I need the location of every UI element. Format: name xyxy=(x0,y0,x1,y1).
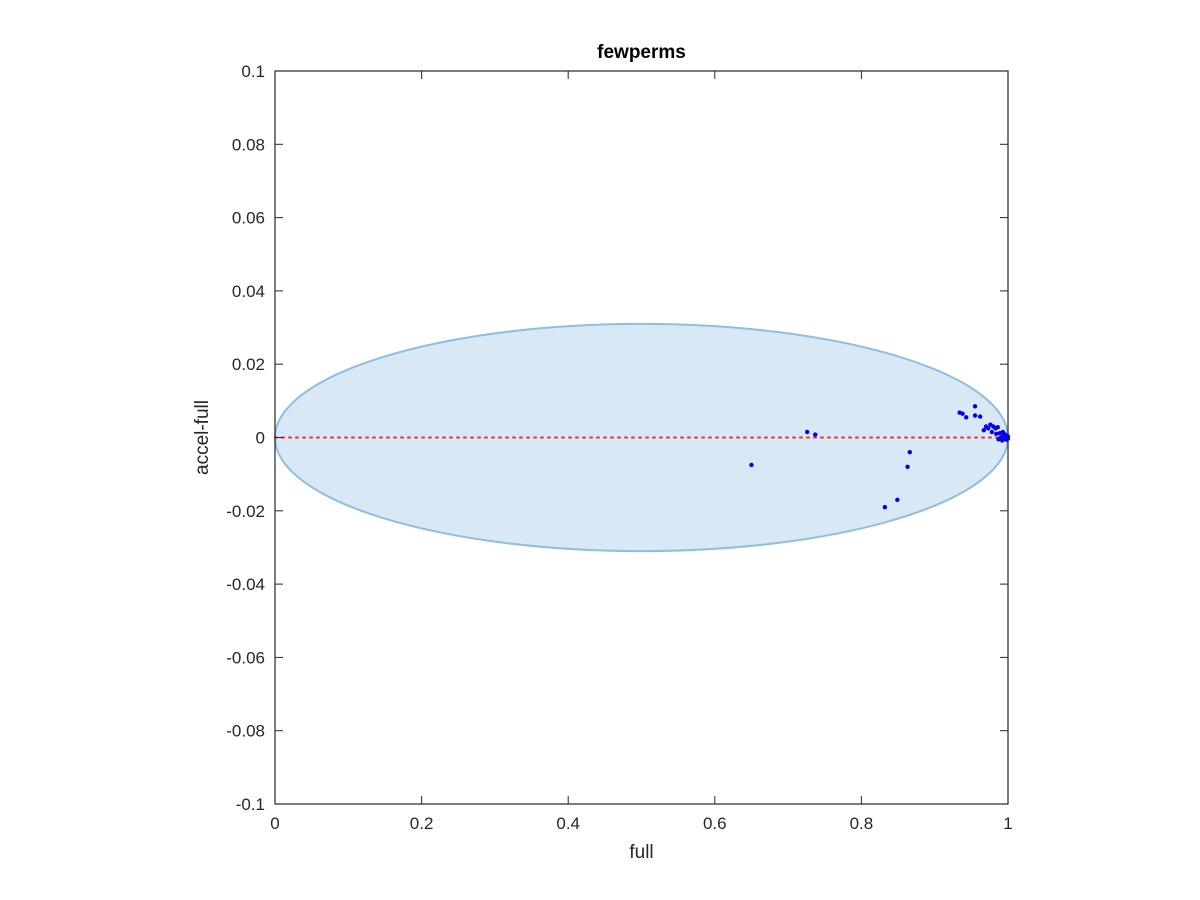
data-point xyxy=(905,464,910,470)
y-tick-label: 0.08 xyxy=(232,135,265,154)
y-tick-label: -0.06 xyxy=(226,648,265,667)
y-tick-label: -0.04 xyxy=(226,575,265,594)
x-tick-label: 0.2 xyxy=(410,814,434,833)
y-tick-label: 0.1 xyxy=(241,62,265,81)
data-point xyxy=(981,427,987,433)
y-tick-label: 0 xyxy=(256,429,265,448)
data-point xyxy=(804,429,810,435)
data-point xyxy=(986,426,991,431)
y-tick-label: 0.04 xyxy=(232,282,265,301)
x-tick-label: 0.6 xyxy=(703,814,727,833)
x-tick-label: 0.8 xyxy=(850,814,874,833)
data-point xyxy=(989,429,995,435)
data-point xyxy=(977,414,983,419)
data-point xyxy=(895,497,900,503)
x-tick-label: 0 xyxy=(270,814,279,833)
data-point xyxy=(964,415,969,420)
y-tick-label: 0.02 xyxy=(232,355,265,374)
y-tick-label: -0.02 xyxy=(226,502,265,521)
x-tick-label: 1 xyxy=(1003,814,1012,833)
data-point xyxy=(972,413,978,418)
data-point xyxy=(994,431,999,437)
y-tick-label: -0.08 xyxy=(226,722,265,741)
data-point xyxy=(995,425,1000,430)
chart-title: fewperms xyxy=(597,42,686,63)
data-point xyxy=(749,462,754,468)
data-point xyxy=(907,449,912,455)
data-point xyxy=(813,432,818,437)
data-point xyxy=(960,411,965,416)
y-axis-label: accel-full xyxy=(192,400,213,475)
data-point xyxy=(882,504,888,510)
data-point xyxy=(972,404,978,409)
plot-area: 0 0.2 0.4 0.6 0.8 1 -0.1 -0.08 -0.06 -0.04 -0.02 0 0… xyxy=(226,62,1012,833)
y-tick-label: -0.1 xyxy=(236,795,265,814)
y-tick-label: 0.06 xyxy=(232,209,265,228)
x-tick-label: 0.4 xyxy=(556,814,580,833)
x-axis-label: full xyxy=(629,842,653,863)
